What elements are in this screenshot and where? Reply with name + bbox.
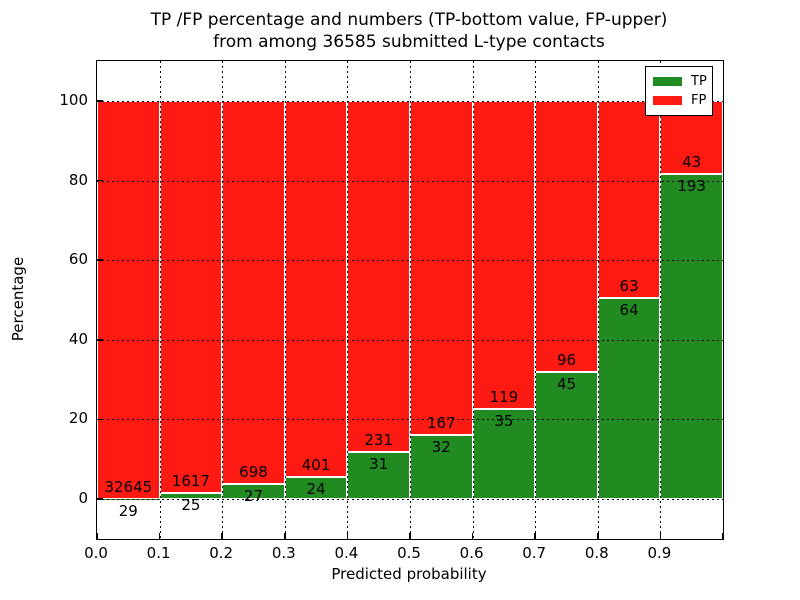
gridline-x-0.8 (597, 61, 599, 539)
x-tick-label-0.1: 0.1 (146, 544, 171, 562)
gridline-y-0 (97, 499, 723, 500)
chart-title-line2: from among 36585 submitted L-type contac… (213, 32, 605, 52)
y-tick-mark-80 (97, 179, 103, 182)
fp-count-label-1: 1617 (171, 471, 210, 490)
fp-count-label-0: 32645 (104, 477, 153, 496)
legend-label-tp: TP (691, 74, 707, 89)
gridline-x-0.4 (347, 61, 349, 539)
y-tick-label-0: 0 (78, 489, 88, 507)
legend-row-fp: FP (646, 91, 712, 110)
y-tick-label-100: 100 (59, 91, 88, 109)
tp-count-label-3: 24 (306, 479, 326, 498)
y-tick-label-40: 40 (68, 329, 88, 348)
legend-row-tp: TP (646, 72, 712, 91)
fp-count-label-2: 698 (239, 463, 268, 482)
x-tick-mark-5 (409, 533, 411, 539)
x-tick-label-0.7: 0.7 (522, 544, 547, 562)
gridline-y-80 (97, 180, 723, 182)
gridline-x-0.5 (410, 61, 411, 539)
bar-segment-fp-4 (347, 101, 410, 452)
bar-segment-tp-5 (410, 435, 473, 499)
bar-segment-tp-9 (660, 173, 723, 499)
bar-segment-fp-6 (472, 101, 536, 409)
fp-count-label-8: 63 (619, 277, 639, 296)
fp-count-label-9: 43 (682, 152, 702, 171)
x-tick-label-0.5: 0.5 (397, 544, 421, 562)
x-tick-mark-6 (471, 533, 474, 539)
tp-count-label-6: 35 (494, 411, 514, 430)
bar-segment-fp-8 (597, 101, 661, 299)
gridline-y-20 (97, 419, 723, 421)
x-tick-mark-9 (659, 533, 662, 539)
bar-segment-fp-7 (535, 101, 598, 372)
y-tick-label-80: 80 (68, 170, 88, 189)
plot-area: 32645 29 1617 25 698 27 401 24 231 31 167 32 119 35 96… (96, 60, 724, 540)
gridline-x-0.3 (284, 61, 286, 539)
tp-count-label-7: 45 (556, 374, 577, 393)
x-tick-mark-7 (534, 533, 536, 539)
x-tick-mark-3 (284, 533, 286, 539)
fp-count-label-6: 119 (489, 387, 519, 406)
y-tick-mark-60 (97, 259, 103, 261)
y-axis-label: Percentage (9, 256, 27, 342)
x-tick-mark-0 (96, 533, 98, 539)
x-tick-label-0.6: 0.6 (459, 544, 484, 562)
gridline-x-0.6 (472, 61, 474, 539)
legend: TP FP (645, 66, 713, 116)
y-tick-label-20: 20 (68, 409, 88, 428)
x-tick-label-0.9: 0.9 (647, 544, 672, 562)
x-tick-mark-1 (158, 533, 161, 539)
bar-segment-fp-0 (97, 101, 160, 499)
tp-count-label-8: 64 (619, 301, 639, 320)
gridline-x-0.7 (535, 61, 537, 539)
tp-count-label-2: 27 (243, 487, 264, 506)
fp-count-label-7: 96 (556, 350, 577, 369)
tp-count-label-5: 32 (431, 438, 451, 456)
bar-segment-tp-6 (472, 408, 536, 499)
x-tick-label-0.4: 0.4 (334, 544, 359, 562)
y-tick-mark-40 (97, 339, 103, 341)
bar-segment-fp-1 (159, 101, 223, 493)
tp-count-label-9: 193 (677, 176, 706, 195)
fp-count-label-4: 231 (364, 430, 393, 449)
gridline-x-0.2 (222, 61, 224, 539)
legend-label-fp: FP (691, 93, 707, 108)
gridline-x-0.9 (660, 61, 662, 539)
gridline-x-0.1 (159, 61, 161, 539)
bar-segment-tp-4 (347, 451, 410, 499)
tp-swatch-icon (653, 77, 682, 86)
fp-count-label-3: 401 (301, 455, 331, 474)
bar-segment-fp-5 (410, 101, 473, 435)
x-tick-label-0.3: 0.3 (271, 544, 296, 562)
fp-swatch-icon (653, 96, 682, 105)
y-tick-mark-0 (97, 498, 103, 500)
tp-count-label-0: 29 (118, 501, 138, 520)
x-axis-label: Predicted probability (331, 565, 487, 583)
fp-count-label-5: 167 (426, 414, 456, 432)
x-tick-mark-8 (597, 533, 599, 539)
x-tick-mark-10 (722, 533, 724, 539)
x-tick-mark-4 (346, 533, 349, 539)
bar-segment-fp-3 (284, 101, 348, 477)
gridline-y-40 (97, 339, 723, 341)
x-tick-label-0.0: 0.0 (84, 544, 108, 562)
gridline-y-60 (97, 260, 723, 262)
tp-count-label-1: 25 (181, 495, 201, 514)
gridline-y-100 (97, 101, 723, 102)
x-tick-mark-2 (221, 533, 223, 539)
bar-segment-tp-8 (597, 298, 661, 499)
x-tick-label-0.8: 0.8 (584, 544, 609, 562)
y-tick-mark-100 (97, 100, 103, 102)
x-tick-label-0.2: 0.2 (209, 544, 234, 562)
bar-segment-fp-2 (222, 101, 285, 485)
y-tick-mark-20 (97, 418, 103, 421)
tp-count-label-4: 31 (369, 454, 389, 473)
y-tick-label-60: 60 (68, 250, 88, 269)
chart-title-line1: TP /FP percentage and numbers (TP-bottom… (150, 10, 668, 30)
